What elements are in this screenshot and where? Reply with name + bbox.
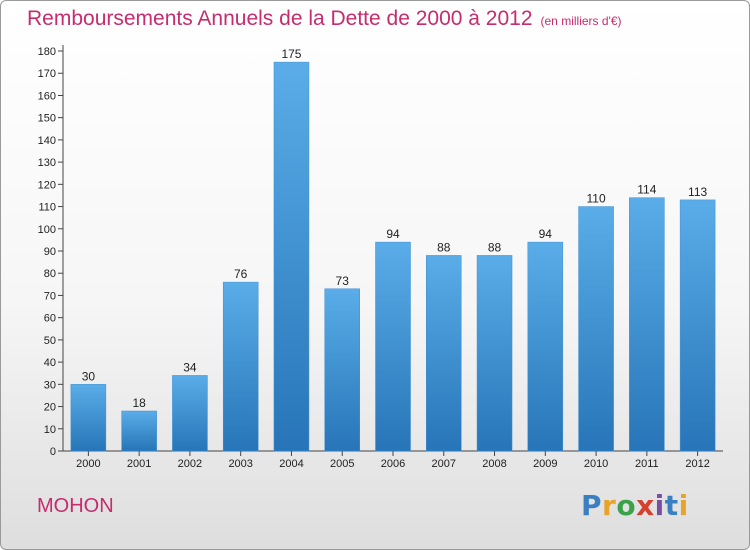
logo-letter: i [654, 489, 665, 522]
x-tick-label: 2010 [584, 458, 608, 470]
bar-2002 [172, 375, 208, 452]
data-label: 30 [82, 369, 96, 383]
y-tick-label: 160 [38, 90, 56, 102]
y-tick-label: 0 [50, 446, 56, 458]
data-label: 18 [132, 396, 146, 410]
y-tick-label: 100 [38, 224, 56, 236]
data-label: 110 [587, 192, 606, 206]
data-labels: 30 18 34 76 175 73 94 88 88 94 110 114 113 [82, 47, 708, 410]
data-label: 114 [637, 183, 656, 197]
y-tick-label: 10 [44, 424, 56, 436]
y-tick-label: 30 [44, 379, 56, 391]
chart-title: Remboursements Annuels de la Dette de 20… [27, 7, 622, 31]
y-tick-label: 170 [38, 68, 56, 80]
x-tick-label: 2006 [381, 458, 405, 470]
y-tick-label: 20 [44, 402, 56, 414]
logo-letter: t [664, 489, 679, 522]
x-tick-label: 2004 [279, 458, 303, 470]
y-tick-label: 40 [44, 357, 56, 369]
chart-subtitle: (en milliers d'€) [540, 14, 622, 28]
x-tick-label: 2005 [330, 458, 354, 470]
y-tick-label: 80 [44, 268, 56, 280]
logo-letter: P [581, 489, 603, 522]
bar-2004 [273, 61, 310, 452]
x-tick-label: 2000 [76, 458, 100, 470]
data-label: 34 [183, 360, 197, 374]
logo-letter: i [678, 489, 689, 522]
x-tick-label: 2001 [127, 458, 151, 470]
bar-2012 [679, 199, 716, 452]
y-tick-label: 60 [44, 313, 56, 325]
y-tick-label: 120 [38, 179, 56, 191]
bar-2010 [578, 206, 614, 452]
bar-2007 [426, 255, 462, 452]
bar-2008 [476, 255, 513, 452]
bars [70, 61, 716, 452]
y-tick-label: 150 [38, 113, 56, 125]
y-tick-label: 70 [44, 290, 56, 302]
chart-title-text: Remboursements Annuels de la Dette de 20… [27, 7, 533, 30]
commune-name: MOHON [37, 495, 114, 517]
y-tick-label: 50 [44, 335, 56, 347]
bar-2001 [121, 410, 157, 452]
logo-letter: o [616, 489, 637, 522]
logo-letter: x [636, 489, 655, 522]
y-tick-label: 110 [38, 202, 56, 214]
y-tick-label: 180 [38, 46, 56, 58]
proxiti-logo: Proxiti [581, 489, 689, 522]
y-tick-label: 90 [44, 246, 56, 258]
x-tick-label: 2003 [228, 458, 252, 470]
bar-2003 [222, 281, 259, 452]
bar-2000 [70, 384, 107, 452]
data-label: 88 [488, 240, 502, 254]
data-label: 76 [234, 267, 248, 281]
data-label: 94 [386, 227, 400, 241]
x-tick-label: 2007 [432, 458, 456, 470]
x-tick-label: 2008 [482, 458, 506, 470]
bar-2005 [324, 288, 360, 452]
x-tick-label: 2009 [533, 458, 557, 470]
x-tick-label: 2002 [178, 458, 202, 470]
data-label: 73 [336, 274, 350, 288]
bar-2006 [375, 241, 411, 452]
bar-2011 [629, 197, 665, 452]
data-label: 88 [437, 240, 451, 254]
bar-2009 [527, 241, 564, 452]
data-label: 113 [688, 185, 707, 199]
y-tick-label: 130 [38, 157, 56, 169]
x-tick-label: 2011 [635, 458, 659, 470]
x-tick-label: 2012 [685, 458, 709, 470]
logo-letter: r [602, 489, 617, 522]
data-label: 94 [539, 227, 553, 241]
data-label: 175 [281, 47, 301, 61]
y-tick-label: 140 [38, 135, 56, 147]
